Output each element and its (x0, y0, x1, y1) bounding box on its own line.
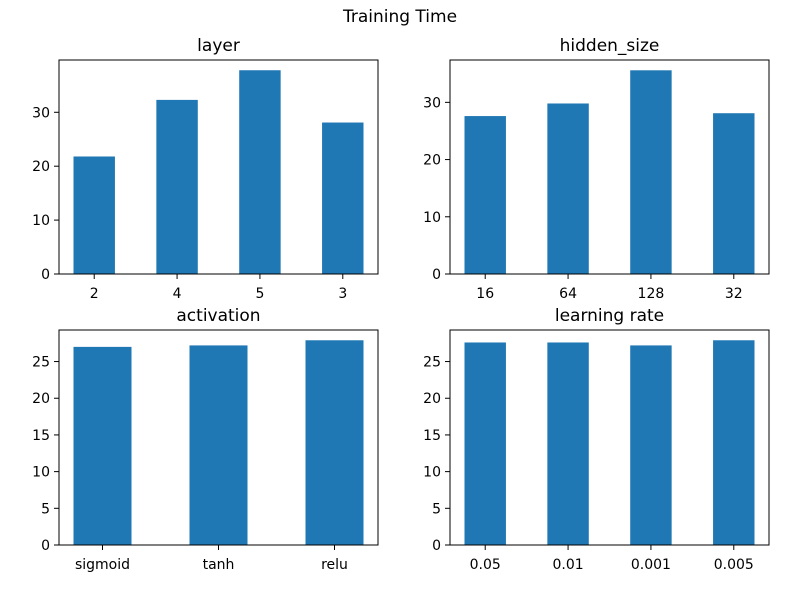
bar-64 (547, 103, 589, 274)
x-tick-label: tanh (203, 557, 235, 573)
y-tick-label: 0 (432, 267, 441, 283)
x-tick-label: 5 (255, 286, 264, 302)
y-tick-label: 10 (423, 210, 441, 226)
bar-0.05 (464, 342, 506, 545)
y-tick-label: 5 (41, 501, 50, 517)
y-tick-label: 0 (432, 538, 441, 554)
bar-0.001 (630, 345, 672, 545)
y-tick-label: 0 (41, 538, 50, 554)
x-tick-label: 4 (173, 286, 182, 302)
axes-frame (449, 329, 770, 546)
bar-tanh (189, 345, 248, 545)
y-tick-label: 20 (423, 391, 441, 407)
bar-0.005 (713, 340, 755, 545)
x-tick-label: 32 (725, 286, 743, 302)
y-tick-label: 20 (423, 153, 441, 169)
subplot-title: learning rate (555, 306, 664, 326)
bar-0.01 (547, 342, 589, 545)
bar-32 (713, 113, 755, 275)
bar-2 (73, 156, 115, 274)
bar-4 (156, 99, 198, 275)
y-tick-label: 10 (423, 465, 441, 481)
y-tick-label: 15 (423, 428, 441, 444)
bar-3 (322, 122, 364, 275)
x-tick-label: 2 (90, 286, 99, 302)
bar-16 (464, 116, 506, 275)
x-tick-label: 0.005 (714, 557, 754, 573)
y-tick-label: 25 (423, 355, 441, 371)
y-tick-label: 30 (32, 105, 50, 121)
y-tick-label: 20 (32, 159, 50, 175)
x-tick-label: relu (321, 557, 348, 573)
y-tick-label: 15 (32, 428, 50, 444)
subplots: layer 0 10 20 30 2 4 5 3 hidden_size 0 10 20 30 16 64 12… (32, 36, 770, 573)
subplot-3: learning rate 0 5 10 15 20 25 0.05 0.01 0.001 0.00… (423, 306, 770, 573)
y-tick-label: 5 (432, 501, 441, 517)
y-tick-label: 20 (32, 391, 50, 407)
subplot-1: hidden_size 0 10 20 30 16 64 128 32 (423, 36, 770, 302)
x-tick-label: 0.05 (470, 557, 501, 573)
x-tick-label: 128 (638, 286, 665, 302)
subplot-title: layer (197, 36, 240, 56)
axes-frame (58, 59, 379, 275)
y-tick-label: 0 (41, 267, 50, 283)
subplot-title: activation (176, 306, 260, 326)
x-tick-label: 0.01 (552, 557, 583, 573)
bar-relu (305, 340, 364, 545)
y-tick-label: 10 (32, 465, 50, 481)
x-tick-label: 3 (338, 286, 347, 302)
y-tick-label: 10 (32, 213, 50, 229)
subplot-2: activation 0 5 10 15 20 25 sigmoid tanh relu (32, 306, 379, 573)
bar-128 (630, 70, 672, 274)
y-tick-label: 30 (423, 95, 441, 111)
subplot-title: hidden_size (560, 36, 660, 56)
axes-frame (449, 59, 770, 275)
x-tick-label: 16 (476, 286, 494, 302)
x-tick-label: sigmoid (75, 557, 130, 573)
subplot-0: layer 0 10 20 30 2 4 5 3 (32, 36, 379, 302)
y-tick-label: 25 (32, 355, 50, 371)
figure-suptitle: Training Time (342, 7, 457, 27)
x-tick-label: 0.001 (631, 557, 671, 573)
x-tick-label: 64 (559, 286, 577, 302)
bar-5 (239, 70, 281, 274)
bar-sigmoid (73, 346, 132, 545)
